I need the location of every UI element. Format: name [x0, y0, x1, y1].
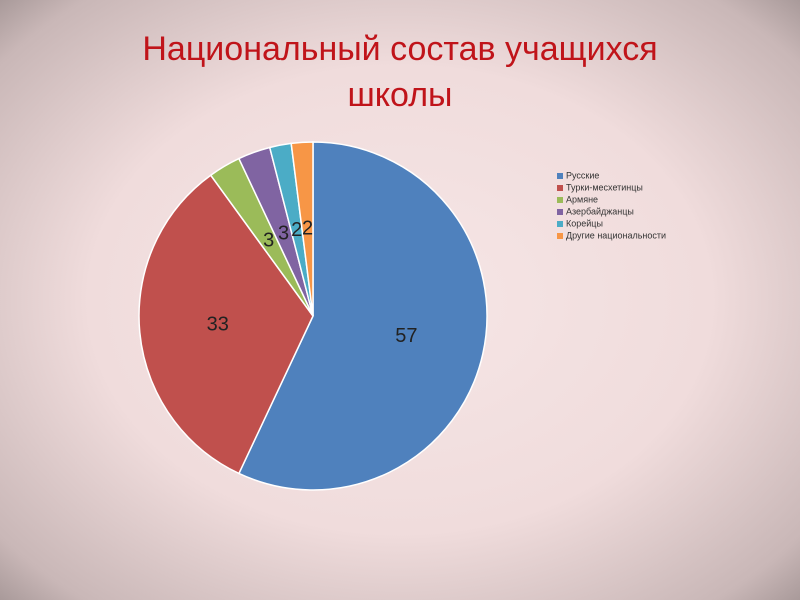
- legend-swatch: [557, 185, 563, 191]
- data-label: 2: [291, 219, 302, 241]
- data-label: 3: [263, 229, 274, 251]
- legend-label: Турки-месхетинцы: [566, 182, 643, 192]
- data-label: 2: [302, 217, 313, 239]
- legend-swatch: [557, 221, 563, 227]
- pie-slice: [237, 141, 488, 491]
- chart-title: Национальный состав учащихся школы: [142, 30, 658, 114]
- legend-label: Русские: [566, 170, 599, 180]
- pie-slice: [138, 174, 314, 475]
- legend-swatch: [557, 209, 563, 215]
- legend-label: Другие национальности: [566, 230, 666, 240]
- legend-label: Корейцы: [566, 218, 603, 228]
- legend-swatch: [557, 233, 563, 239]
- data-label: 3: [278, 222, 289, 244]
- legend-swatch: [557, 173, 563, 179]
- data-label: 57: [395, 325, 417, 347]
- pie-slice: [290, 141, 314, 317]
- legend-label: Армяне: [566, 194, 598, 204]
- legend-swatch: [557, 197, 563, 203]
- legend-label: Азербайджанцы: [566, 206, 634, 216]
- data-label: 33: [207, 313, 229, 335]
